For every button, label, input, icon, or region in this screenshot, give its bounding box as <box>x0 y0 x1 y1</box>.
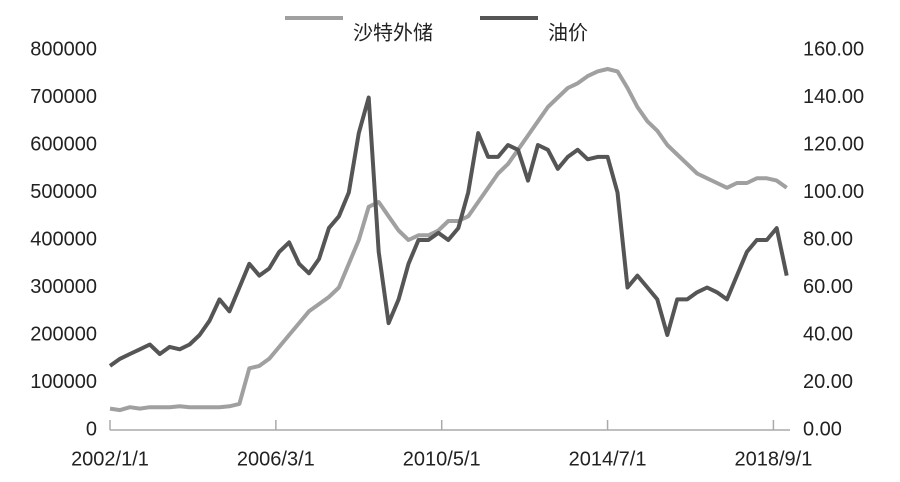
x-tick-label: 2014/7/1 <box>569 448 647 470</box>
y-tick-label: 700000 <box>30 86 97 108</box>
y2-tick-label: 160.00 <box>803 38 864 60</box>
y2-tick-label: 20.00 <box>803 371 853 393</box>
y2-tick-label: 140.00 <box>803 86 864 108</box>
y-tick-label: 0 <box>86 418 97 440</box>
y2-tick-label: 0.00 <box>803 418 842 440</box>
series-line <box>109 67 788 413</box>
y2-tick-label: 60.00 <box>803 276 853 298</box>
y-tick-label: 400000 <box>30 228 97 250</box>
y2-tick-label: 40.00 <box>803 323 853 345</box>
y-tick-label: 600000 <box>30 133 97 155</box>
x-tick-label: 2018/9/1 <box>734 448 812 470</box>
y-tick-label: 100000 <box>30 371 97 393</box>
y-tick-label: 800000 <box>30 38 97 60</box>
y2-tick-label: 100.00 <box>803 181 864 203</box>
y2-tick-label: 120.00 <box>803 133 864 155</box>
x-tick-label: 2010/5/1 <box>403 448 481 470</box>
x-tick-label: 2006/3/1 <box>237 448 315 470</box>
x-tick-label: 2002/1/1 <box>71 448 149 470</box>
legend-label: 沙特外储 <box>353 21 433 44</box>
y-tick-label: 500000 <box>30 181 97 203</box>
y-tick-label: 300000 <box>30 276 97 298</box>
legend-label: 油价 <box>548 21 588 44</box>
series-line <box>108 95 789 368</box>
y2-tick-label: 80.00 <box>803 228 853 250</box>
y-tick-label: 200000 <box>30 323 97 345</box>
